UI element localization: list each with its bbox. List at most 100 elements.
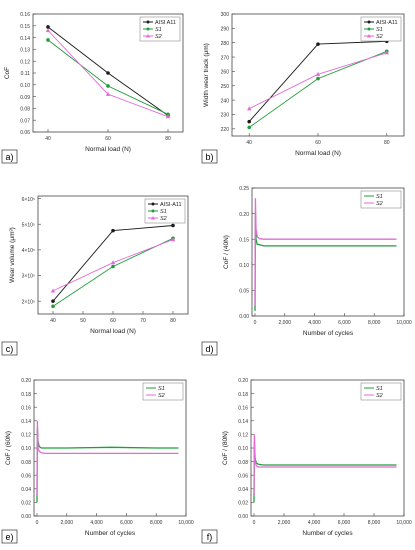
legend-label: AISI A11 bbox=[155, 20, 176, 26]
panel-label: a) bbox=[1, 149, 18, 164]
x-tick-label: 6,000 bbox=[120, 520, 133, 526]
legend-label: AISI-A11 bbox=[160, 202, 182, 208]
y-tick-label: 0.02 bbox=[238, 501, 248, 507]
panel-label: f) bbox=[201, 529, 218, 544]
data-point bbox=[111, 228, 115, 233]
y-tick-label: 0.14 bbox=[238, 419, 248, 425]
panel-label-box bbox=[201, 529, 218, 544]
series-line bbox=[52, 237, 174, 307]
panel-label: e) bbox=[1, 529, 18, 544]
x-axis-label: Normal load (N) bbox=[90, 328, 136, 335]
legend-marker bbox=[151, 202, 155, 206]
x-tick-label: 6,000 bbox=[338, 320, 351, 326]
x-tick-label: 8,000 bbox=[150, 520, 163, 526]
plot-frame bbox=[250, 379, 405, 517]
series-line bbox=[36, 420, 179, 496]
y-axis-label: Wear volume (μm³) bbox=[9, 227, 16, 283]
x-axis-label: Normal load (N) bbox=[295, 150, 341, 157]
y-axis-label: CoF / (60N) bbox=[5, 431, 12, 465]
y-tick-label: 0.06 bbox=[21, 473, 31, 479]
y-axis-label: CoF / (80N) bbox=[222, 431, 229, 465]
y-tick-label: 0.07 bbox=[20, 118, 30, 124]
data-point bbox=[106, 84, 110, 88]
x-tick-label: 60 bbox=[110, 318, 116, 324]
y-tick-label: 0.04 bbox=[21, 487, 31, 493]
series-line bbox=[254, 198, 397, 306]
y-tick-label: 220 bbox=[221, 127, 230, 133]
y-tick-label: 0.20 bbox=[239, 212, 249, 218]
y-tick-label: 0.18 bbox=[238, 392, 248, 398]
y-tick-label: 0.10 bbox=[21, 446, 31, 452]
y-tick-label: 0.09 bbox=[20, 95, 30, 101]
y-tick-label: 0.20 bbox=[21, 378, 31, 384]
series-line bbox=[248, 40, 387, 122]
legend-label: AISI-A11 bbox=[376, 20, 398, 26]
y-tick-label: 240 bbox=[221, 98, 230, 104]
panel-label-box bbox=[1, 341, 18, 356]
x-tick-label: 80 bbox=[384, 140, 390, 146]
x-tick-label: 4,000 bbox=[308, 320, 321, 326]
chart-c: 2×10⁵ 3×10⁵ 4×10⁵ 5×10⁵ 6×10⁵ 40 50 60 70 80 Norma… bbox=[1, 195, 189, 356]
x-axis-label: Number of cycles bbox=[85, 530, 136, 537]
x-tick-label: 4,000 bbox=[308, 520, 321, 526]
series-line bbox=[248, 50, 387, 128]
y-tick-label: 0.04 bbox=[238, 487, 248, 493]
legend-marker bbox=[367, 20, 371, 24]
y-tick-label: 0.05 bbox=[239, 289, 249, 295]
x-tick-label: 40 bbox=[246, 140, 252, 146]
data-point bbox=[247, 106, 252, 111]
x-tick-label: 4,000 bbox=[90, 520, 103, 526]
data-point bbox=[316, 76, 320, 81]
legend-label: S1 bbox=[376, 194, 383, 200]
data-point bbox=[315, 71, 321, 76]
legend-marker bbox=[151, 216, 155, 220]
x-tick-label: 8,000 bbox=[368, 520, 381, 526]
data-point bbox=[51, 299, 55, 303]
x-tick-label: 60 bbox=[105, 136, 111, 142]
y-tick-label: 0.15 bbox=[20, 24, 30, 30]
y-tick-label: 0.12 bbox=[21, 433, 31, 439]
panel-label-text: a) bbox=[5, 152, 13, 162]
y-tick-label: 0.00 bbox=[239, 314, 249, 320]
x-axis-label: Number of cycles bbox=[302, 530, 353, 537]
series-line bbox=[248, 52, 387, 110]
y-tick-label: 2×10⁵ bbox=[22, 299, 35, 305]
panel-label-box bbox=[1, 529, 18, 544]
data-point bbox=[247, 125, 251, 130]
y-axis-label: Width wear track (μm) bbox=[203, 43, 210, 107]
chart-b: 220 230 240 250 260 270 280 290 300 40 60 80 Normal … bbox=[201, 12, 405, 164]
y-tick-label: 0.08 bbox=[238, 460, 248, 466]
y-tick-label: 250 bbox=[221, 84, 230, 90]
x-tick-label: 2,000 bbox=[279, 320, 292, 326]
y-tick-label: 0.12 bbox=[238, 433, 248, 439]
x-tick-label: 6,000 bbox=[338, 520, 351, 526]
x-tick-label: 10,000 bbox=[396, 320, 412, 326]
panel-label-text: e) bbox=[5, 532, 13, 542]
data-point bbox=[50, 288, 56, 293]
y-tick-label: 0.25 bbox=[239, 186, 249, 192]
y-tick-label: 5×10⁵ bbox=[22, 222, 35, 228]
y-tick-label: 0.16 bbox=[21, 405, 31, 411]
x-tick-label: 2,000 bbox=[278, 520, 291, 526]
legend-marker bbox=[367, 27, 371, 31]
y-tick-label: 230 bbox=[221, 113, 230, 119]
x-tick-label: 0 bbox=[254, 320, 257, 326]
panel-label: c) bbox=[1, 341, 18, 356]
data-point bbox=[384, 50, 389, 55]
y-tick-label: 0.20 bbox=[238, 378, 248, 384]
data-point bbox=[170, 237, 176, 242]
x-tick-label: 0 bbox=[36, 520, 39, 526]
x-tick-label: 60 bbox=[315, 140, 321, 146]
x-tick-label: 40 bbox=[50, 318, 56, 324]
legend-label: S1 bbox=[160, 209, 167, 215]
data-point bbox=[45, 28, 51, 33]
legend-label: S2 bbox=[155, 34, 162, 40]
y-tick-label: 0.10 bbox=[238, 446, 248, 452]
legend-label: S2 bbox=[158, 393, 165, 399]
y-tick-label: 270 bbox=[221, 55, 230, 61]
legend-label: S2 bbox=[376, 201, 383, 207]
y-tick-label: 0.00 bbox=[238, 514, 248, 520]
legend-label: S1 bbox=[376, 386, 383, 392]
series-line bbox=[254, 213, 397, 311]
